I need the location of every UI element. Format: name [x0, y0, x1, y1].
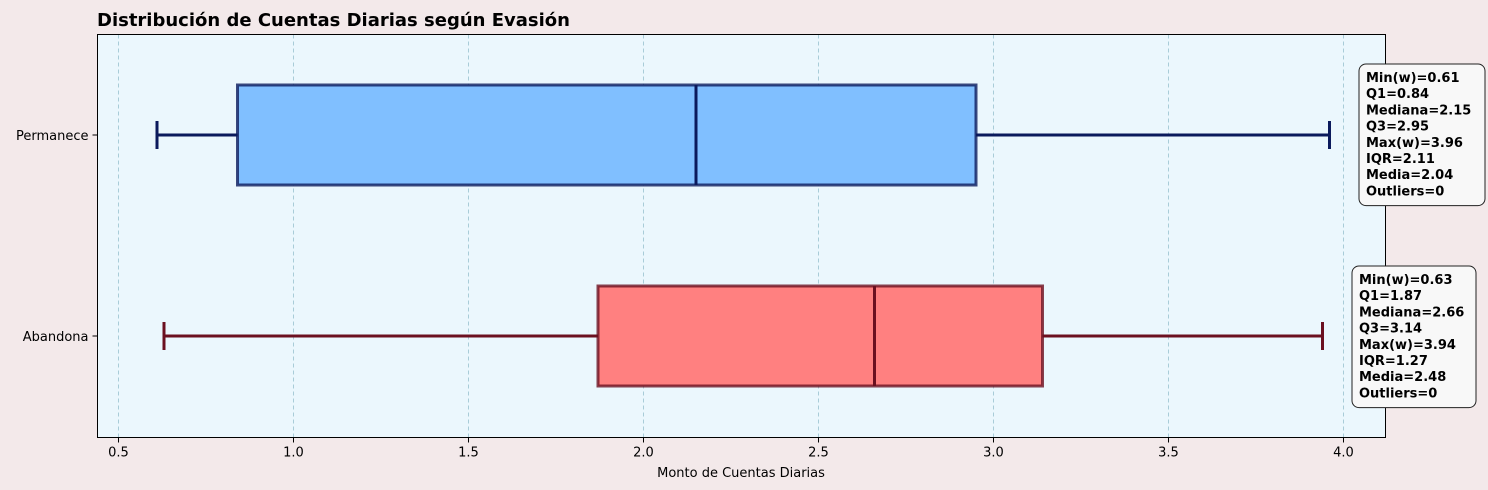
stats-line: Mediana=2.66 [1359, 305, 1464, 320]
stats-line: IQR=2.11 [1366, 152, 1435, 167]
x-tick-label: 3.0 [983, 446, 1004, 461]
stats-box-frame [1351, 265, 1477, 409]
stats-annotations: Min(w)=0.61Q1=0.84Mediana=2.15Q3=2.95Max… [1351, 63, 1486, 409]
x-axis-label: Monto de Cuentas Diarias [657, 466, 825, 481]
x-tick-label: 4.0 [1333, 446, 1354, 461]
stats-line: Media=2.48 [1359, 370, 1446, 385]
box-group-abandona [162, 284, 1324, 388]
y-tick-label: Permanece [16, 129, 89, 144]
x-tick-label: 2.5 [808, 446, 829, 461]
x-tick-label: 2.0 [633, 446, 654, 461]
x-tick-label: 0.5 [108, 446, 129, 461]
x-tick-label: 1.5 [458, 446, 479, 461]
box-series [155, 83, 1331, 388]
stats-line: Min(w)=0.61 [1366, 71, 1460, 86]
stats-line: Q3=2.95 [1366, 120, 1429, 135]
stats-line: Q1=0.84 [1366, 87, 1429, 102]
stats-line: Max(w)=3.96 [1366, 136, 1463, 151]
box-group-permanece [155, 83, 1331, 187]
stats-line: Media=2.04 [1366, 168, 1453, 183]
y-tick-label: Abandona [23, 330, 89, 345]
stats-line: Max(w)=3.94 [1359, 338, 1456, 353]
stats-line: Outliers=0 [1366, 184, 1444, 199]
x-tick-label: 3.5 [1158, 446, 1179, 461]
stats-line: IQR=1.27 [1359, 354, 1428, 369]
x-tick-label: 1.0 [283, 446, 304, 461]
stats-box-frame [1358, 63, 1486, 207]
stats-line: Outliers=0 [1359, 386, 1437, 401]
stats-line: Q1=1.87 [1359, 289, 1422, 304]
x-axis-ticks: 0.5 1.0 1.5 2.0 2.5 3.0 3.5 4.0 [108, 437, 1354, 461]
stats-line: Min(w)=0.63 [1359, 273, 1453, 288]
stats-line: Mediana=2.15 [1366, 103, 1471, 118]
plot-frame [97, 34, 1386, 438]
iqr-box [596, 284, 1044, 388]
y-axis-ticks: Permanece Abandona [16, 129, 98, 345]
iqr-box [236, 83, 978, 187]
chart-title: Distribución de Cuentas Diarias según Ev… [97, 10, 570, 31]
stats-line: Q3=3.14 [1359, 322, 1422, 337]
